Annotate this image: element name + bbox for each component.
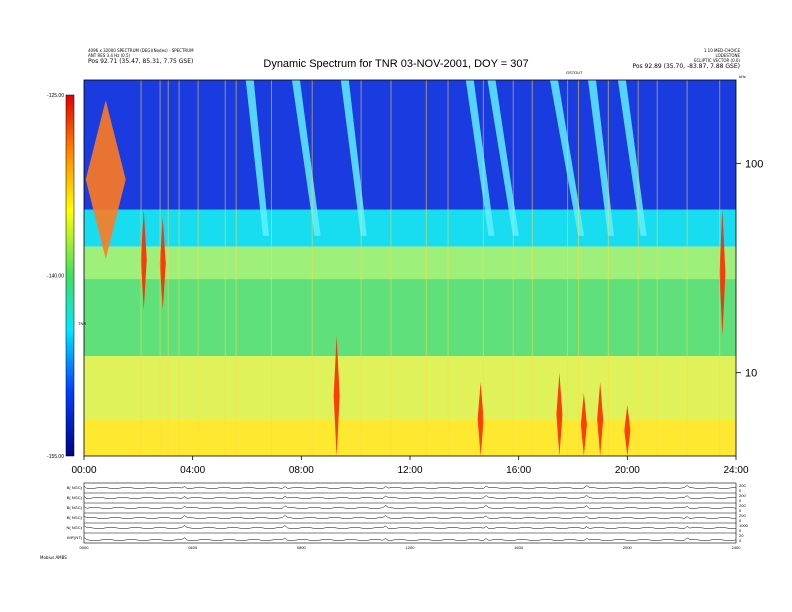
y-axis-unit: kHz xyxy=(739,74,746,79)
panel-tick-bottom: 0 xyxy=(739,498,742,503)
header-right: 1.10 MED-CHOICE LODESTONE ECLIPTIC VECTO… xyxy=(632,48,740,70)
panel-tick-bottom: 0 xyxy=(739,538,742,543)
panel-label: N( NGC) xyxy=(66,525,82,530)
header-left-line-2: ANT RES 3.4 Hz (0.5) xyxy=(88,53,131,58)
footer-left: Mobius AMBS xyxy=(40,555,67,560)
x-tick-label: 16:00 xyxy=(506,465,531,476)
drift-2 xyxy=(340,80,367,236)
drift-6 xyxy=(588,80,615,236)
x-tick-label: 24:00 xyxy=(723,465,748,476)
panel-trace xyxy=(83,537,737,541)
panel-tick-top: 200 xyxy=(739,493,746,498)
drift-7 xyxy=(617,80,647,236)
burst-6 xyxy=(580,392,587,456)
x-tick-label: 20:00 xyxy=(615,465,640,476)
header-right-line-4: Pos 92.89 (35.70, -83.87, 7.88 GSE) xyxy=(632,63,740,70)
panel-tick-top: 1000 xyxy=(739,523,749,528)
colorbar-tick-label: -140.00 xyxy=(47,274,64,280)
band-2 xyxy=(84,246,736,280)
x-tick-label: 12:00 xyxy=(397,465,422,476)
band-3 xyxy=(84,279,736,357)
drift-0 xyxy=(245,80,270,236)
panel-tick-top: 200 xyxy=(739,503,746,508)
drift-3 xyxy=(465,80,495,236)
header-right-line-2: LODESTONE xyxy=(715,53,741,58)
panel-tick-bottom: 0 xyxy=(739,488,742,493)
panel-label: IMF(NT) xyxy=(67,535,83,540)
panel-x-tick-label: 1600 xyxy=(514,545,524,550)
chart-title: Dynamic Spectrum for TNR 03-NOV-2001, DO… xyxy=(263,58,529,70)
drift-1 xyxy=(291,80,321,236)
panel-tick-top: 20 xyxy=(739,533,744,538)
panel-trace xyxy=(83,495,737,499)
colorbar-tick-label: -155.00 xyxy=(47,454,64,460)
header-left-line-1: 4096 x 32000 SPECTRUM (DEG)(Nodes) - SPE… xyxy=(88,48,194,53)
panel-trace xyxy=(83,525,737,529)
y-tick-label: 100 xyxy=(745,158,763,170)
panel-label: B( NGC) xyxy=(67,515,83,520)
burst-5 xyxy=(556,372,563,456)
panel-label: B( NGC) xyxy=(67,485,83,490)
panel-label: B( NGC) xyxy=(67,505,83,510)
burst-0 xyxy=(85,100,126,259)
panel-x-tick-label: 0000 xyxy=(80,545,90,550)
burst-2 xyxy=(159,217,166,310)
panel-tick-bottom: 0 xyxy=(739,508,742,513)
panel-tick-top: 200 xyxy=(739,483,746,488)
x-tick-label: 08:00 xyxy=(289,465,314,476)
panel-tick-bottom: 0 xyxy=(739,528,742,533)
panel-trace xyxy=(83,515,737,519)
colorbar-label: TNR xyxy=(78,321,86,326)
panel-x-tick-label: 2000 xyxy=(623,545,633,550)
panel-trace xyxy=(83,505,737,509)
panel-label: B( NGC) xyxy=(67,495,83,500)
panel-trace xyxy=(83,485,737,489)
panel-x-tick-label: 0400 xyxy=(188,545,198,550)
burst-7 xyxy=(597,382,604,456)
panel-x-tick-label: 0800 xyxy=(297,545,307,550)
header-right-line-3: ECLIPTIC VECTOR (0.0) xyxy=(693,58,740,63)
burst-1 xyxy=(140,209,147,310)
panel-tick-bottom: 0 xyxy=(739,518,742,523)
event-marker: GSTOUT xyxy=(566,70,583,75)
panel-x-tick-label: 1200 xyxy=(406,545,416,550)
drift-4 xyxy=(487,80,519,236)
burst-9 xyxy=(719,209,726,336)
x-tick-label: 00:00 xyxy=(71,465,96,476)
burst-3 xyxy=(333,335,340,456)
header-left-line-3: Pos 92.71 (35.47, 85.31, 7.75 GSE) xyxy=(88,58,194,65)
header-right-line-1: 1.10 MED-CHOICE xyxy=(703,48,740,53)
y-tick-label: 10 xyxy=(745,368,757,380)
colorbar xyxy=(65,94,75,457)
burst-8 xyxy=(624,405,631,456)
band-1 xyxy=(84,209,736,247)
burst-4 xyxy=(477,382,484,456)
panel-tick-top: 200 xyxy=(739,513,746,518)
panel-x-tick-label: 2400 xyxy=(732,545,742,550)
x-tick-label: 04:00 xyxy=(180,465,205,476)
colorbar-tick-label: -125.00 xyxy=(47,93,64,99)
header-left: 4096 x 32000 SPECTRUM (DEG)(Nodes) - SPE… xyxy=(88,48,194,65)
